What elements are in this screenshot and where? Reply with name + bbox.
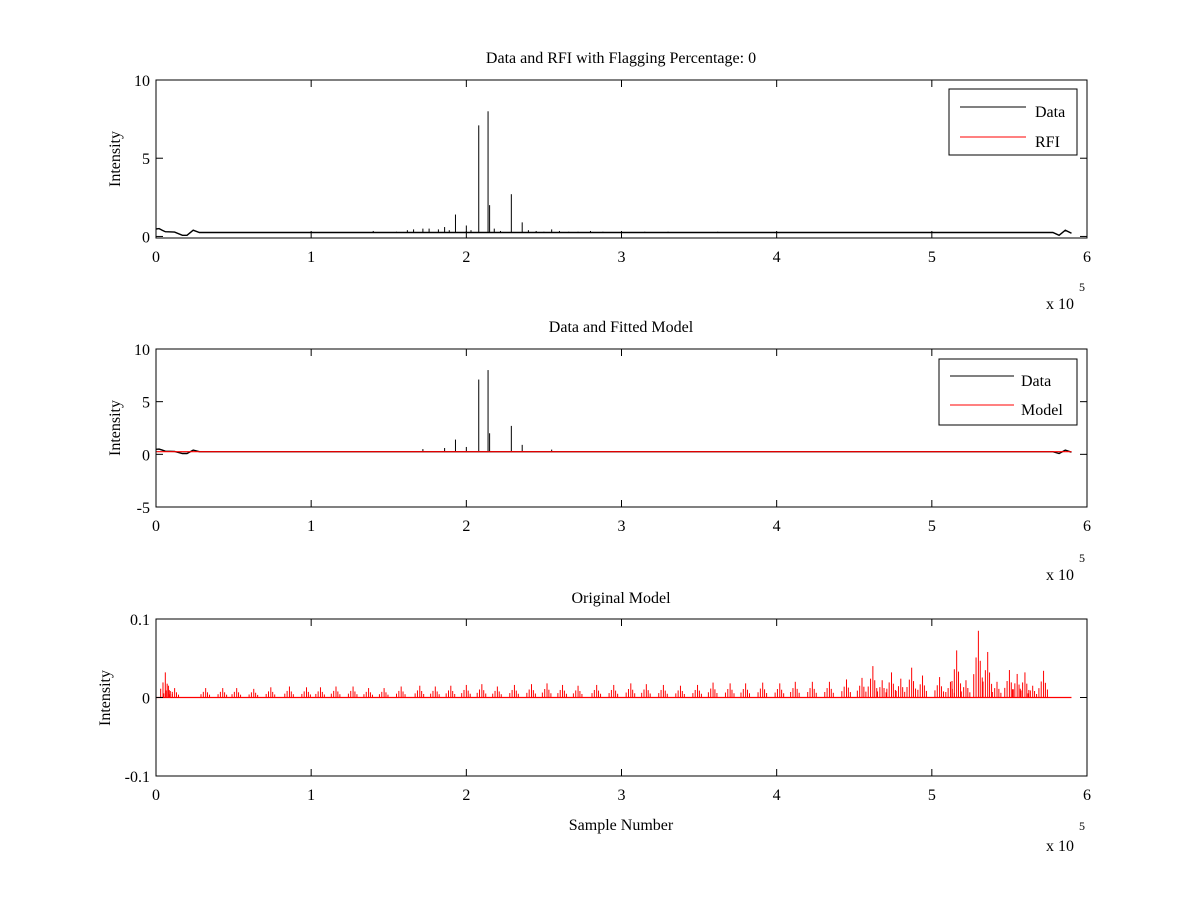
subplot-1-x-exponent-power: 5: [1079, 280, 1085, 294]
subplot-1-xtick-label: 2: [462, 249, 470, 266]
subplot-2-ylabel: Intensity: [107, 400, 124, 456]
subplot-3-ytick-label: 0.1: [130, 612, 150, 629]
subplot-3-xtick-label: 4: [773, 787, 781, 804]
subplot-1-x-exponent-base: x 10: [1046, 296, 1074, 313]
subplot-2-x-exponent-base: x 10: [1046, 567, 1074, 584]
subplot-1-xtick-label: 0: [152, 249, 160, 266]
subplot-1-ylabel: Intensity: [107, 131, 124, 187]
subplot-1-legend-label-data: Data: [1035, 104, 1065, 121]
subplot-2-xtick-label: 3: [618, 518, 626, 535]
subplot-2-xtick-label: 2: [462, 518, 470, 535]
subplot-1-xtick-label: 4: [773, 249, 781, 266]
subplot-3-xtick-label: 5: [928, 787, 936, 804]
subplot-1-legend-box: [948, 88, 1078, 156]
subplot-3-ytick-label: 0: [142, 691, 150, 708]
subplot-2-xtick-label: 5: [928, 518, 936, 535]
subplot-2-xtick-label: 6: [1083, 518, 1091, 535]
subplot-1-legend: Data RFI: [948, 88, 1078, 156]
subplot-2-legend-box: [938, 358, 1078, 426]
subplot-3-xtick-label: 6: [1083, 787, 1091, 804]
subplot-1-xtick-label: 1: [307, 249, 315, 266]
subplot-3-xtick-label: 2: [462, 787, 470, 804]
subplot-2-xtick-label: 4: [773, 518, 781, 535]
subplot-3-ylabel: Intensity: [97, 670, 114, 726]
subplot-3-ytick-label: -0.1: [125, 769, 150, 786]
subplot-2-legend-label-model: Model: [1021, 402, 1063, 419]
subplot-2-x-exponent-power: 5: [1079, 551, 1085, 565]
subplot-2-xtick-label: 1: [307, 518, 315, 535]
subplot-2: Data and Fitted Model Intensity 0 1 2 3 4 5 6 -…: [107, 319, 1091, 584]
subplot-1: Data and RFI with Flagging Percentage: 0…: [107, 50, 1091, 313]
subplot-1-title: Data and RFI with Flagging Percentage: 0: [486, 50, 756, 67]
subplot-1-ytick-label: 5: [142, 151, 150, 168]
subplot-2-ytick-label: 10: [134, 342, 150, 359]
subplot-3-xtick-label: 3: [618, 787, 626, 804]
subplot-3-xtick-label: 0: [152, 787, 160, 804]
subplot-1-ytick-label: 10: [134, 73, 150, 90]
subplot-3: Original Model Intensity 0 1 2 3 4 5 6-0.100.1…: [97, 590, 1091, 855]
subplot-2-ytick-label: -5: [137, 500, 150, 517]
subplot-1-xtick-label: 6: [1083, 249, 1091, 266]
subplot-2-ytick-label: 0: [142, 447, 150, 464]
subplot-3-x-exponent-base: x 10: [1046, 838, 1074, 855]
subplot-3-xtick-label: 1: [307, 787, 315, 804]
subplot-1-legend-label-rfi: RFI: [1035, 134, 1060, 151]
subplot-2-legend: Data Model: [938, 358, 1078, 426]
subplot-1-xtick-label: 5: [928, 249, 936, 266]
subplot-2-title: Data and Fitted Model: [549, 319, 694, 336]
subplot-1-data-line: [155, 227, 1072, 237]
subplot-2-data-line: [155, 448, 1072, 455]
subplot-2-legend-label-data: Data: [1021, 373, 1051, 390]
subplot-3-title: Original Model: [571, 590, 671, 607]
subplot-3-x-exponent-power: 5: [1079, 819, 1085, 833]
subplot-1-xtick-label: 3: [618, 249, 626, 266]
subplot-3-xlabel: Sample Number: [569, 817, 674, 834]
subplot-2-xtick-label: 0: [152, 518, 160, 535]
subplot-1-ytick-label: 0: [142, 229, 150, 246]
subplot-2-ytick-label: 5: [142, 395, 150, 412]
